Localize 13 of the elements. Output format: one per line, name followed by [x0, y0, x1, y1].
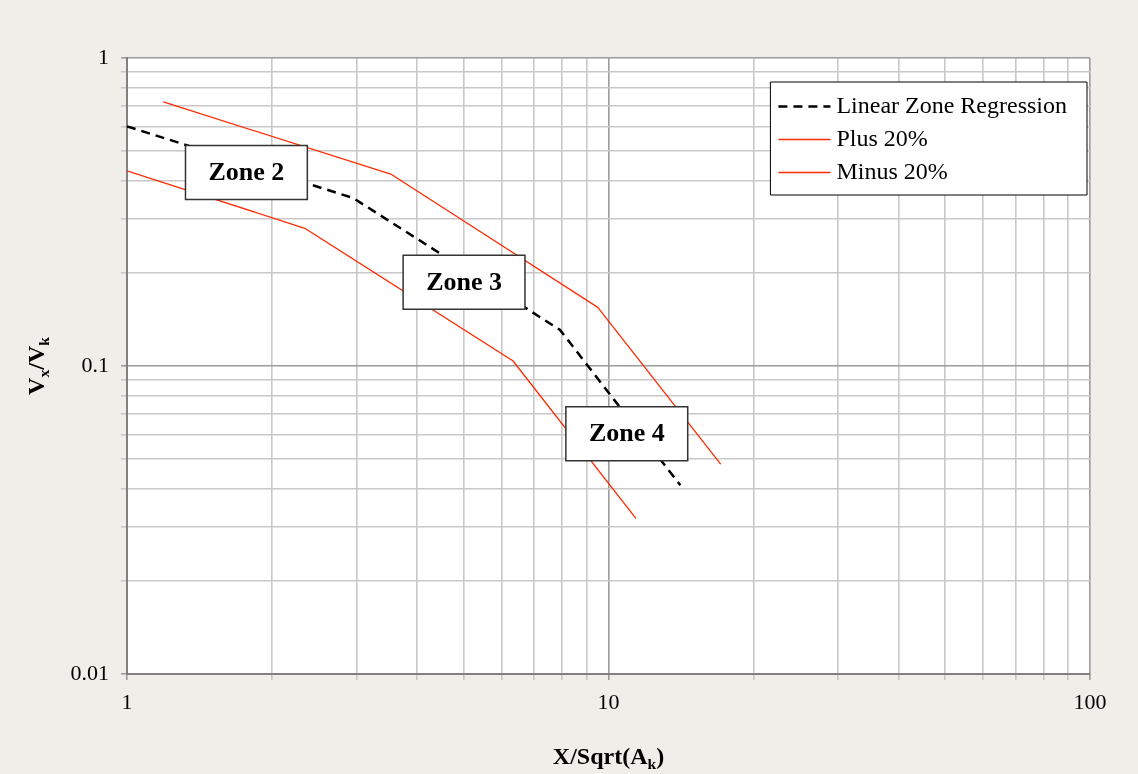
- x-tick-label: 100: [1073, 688, 1107, 714]
- y-tick-label: 0.1: [81, 351, 109, 377]
- y-axis-title: Vx/Vk: [23, 336, 53, 395]
- annotation: Zone 2: [208, 157, 285, 187]
- legend-label: Linear Zone Regression: [836, 91, 1067, 118]
- annotation: Zone 4: [588, 418, 665, 448]
- x-tick-label: 1: [121, 688, 133, 714]
- annotation: Zone 3: [426, 266, 502, 296]
- y-tick-label: 1: [98, 43, 109, 69]
- legend-label: Plus 20%: [836, 124, 928, 151]
- legend-label: Minus 20%: [836, 157, 948, 184]
- y-tick-label: 0.01: [70, 659, 109, 685]
- x-tick-label: 10: [597, 688, 620, 714]
